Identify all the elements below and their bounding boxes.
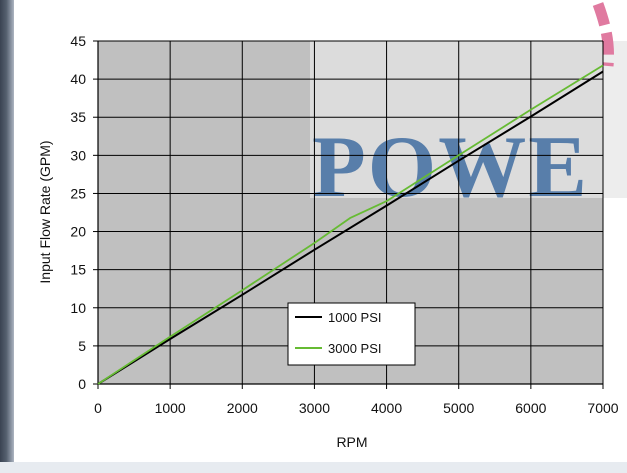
window-bottom-edge: [0, 462, 627, 473]
x-tick-label: 0: [94, 400, 102, 416]
y-tick-label: 15: [70, 262, 86, 278]
x-tick-label: 2000: [227, 400, 258, 416]
x-tick-labels: 0 1000 2000 3000 4000 5000 6000 7000: [94, 400, 619, 416]
x-tick-label: 6000: [515, 400, 546, 416]
axes: [93, 40, 604, 389]
y-tick-label: 40: [70, 71, 86, 87]
y-tick-label: 10: [70, 300, 86, 316]
data-series: [97, 64, 604, 385]
x-tick-label: 5000: [443, 400, 474, 416]
y-tick-label: 20: [70, 224, 86, 240]
y-tick-label: 30: [70, 147, 86, 163]
legend-box: [287, 302, 416, 366]
window-left-edge: [0, 0, 16, 473]
x-tick-label: 7000: [587, 400, 618, 416]
legend: 1000 PSI 3000 PSI: [287, 302, 416, 366]
x-tick-label: 1000: [155, 400, 186, 416]
y-tick-label: 45: [70, 33, 86, 49]
series-line-2: [97, 64, 604, 385]
x-tick-label: 3000: [299, 400, 330, 416]
y-tick-label: 5: [78, 338, 86, 354]
series-line-1: [97, 70, 604, 385]
watermark: POWE: [310, 2, 627, 216]
y-tick-label: 0: [78, 376, 86, 392]
legend-label-2: 3000 PSI: [328, 341, 382, 356]
x-tick-label: 4000: [371, 400, 402, 416]
legend-label-1: 1000 PSI: [328, 310, 382, 325]
y-tick-label: 35: [70, 109, 86, 125]
y-axis-title: Input Flow Rate (GPM): [37, 140, 53, 283]
watermark-panel: [310, 41, 627, 198]
x-axis-title: RPM: [336, 434, 367, 450]
y-tick-labels: 0 5 10 15 20 25 30 35 40 45: [70, 33, 86, 392]
watermark-swoosh: [592, 2, 614, 67]
y-tick-label: 25: [70, 185, 86, 201]
watermark-text: POWE: [312, 119, 589, 216]
